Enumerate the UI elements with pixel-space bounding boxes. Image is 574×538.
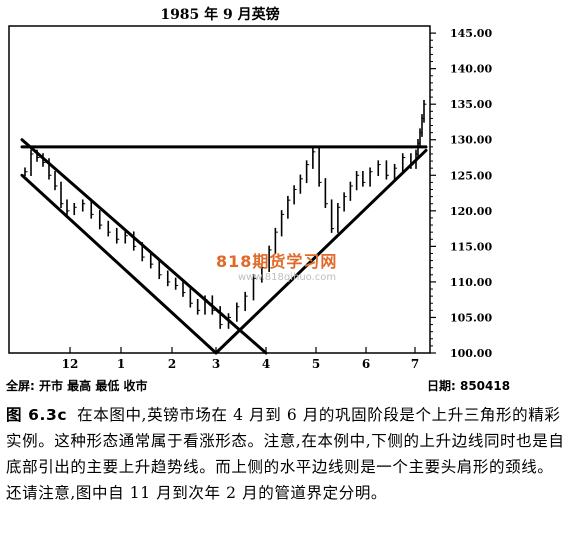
x-tick-label: 7	[411, 357, 419, 371]
x-tick-label: 3	[212, 357, 220, 371]
x-tick-label: 5	[312, 357, 320, 371]
x-tick-label: 12	[62, 357, 79, 371]
trendline-channel-upper	[20, 138, 268, 355]
watermark: 818期货学习网 www.818qihuo.com	[216, 248, 337, 283]
y-tick-label: 130.00	[450, 134, 492, 147]
y-tick-label: 115.00	[450, 240, 492, 253]
footer-date: 日期: 850418	[427, 379, 511, 393]
y-tick-label: 145.00	[450, 27, 492, 40]
trendline-channel-lower	[20, 173, 218, 355]
y-tick-label: 125.00	[450, 169, 492, 182]
price-chart: 1985 年 9 月英镑 145.00140.00135.00130.00125…	[8, 6, 492, 371]
footer-legend: 全屏: 开市 最高 最低 收市	[6, 379, 148, 393]
x-tick-label: 1	[117, 357, 125, 371]
watermark-url: www.818qihuo.com	[238, 272, 337, 283]
y-tick-label: 140.00	[450, 63, 492, 76]
y-axis: 145.00 140.00 135.00 130.00 125.00 120.00 115.…	[430, 27, 492, 360]
caption-text: 在本图中,英镑市场在 4 月到 6 月的巩固阶段是个上升三角形的精彩实例。这种形…	[6, 406, 565, 502]
watermark-title: 818期货学习网	[216, 252, 338, 271]
x-tick-label: 6	[362, 357, 370, 371]
y-tick-label: 100.00	[450, 347, 492, 360]
x-tick-label: 2	[168, 357, 176, 371]
trendlines	[20, 138, 428, 355]
y-tick-label: 135.00	[450, 98, 492, 111]
y-tick-label: 105.00	[450, 311, 492, 324]
x-axis: 12 1 2 3 4 5 6 7	[62, 347, 419, 371]
figure-caption: 图 6.3c 在本图中,英镑市场在 4 月到 6 月的巩固阶段是个上升三角形的精彩…	[6, 402, 568, 506]
plot-frame	[8, 25, 431, 354]
x-tick-label: 4	[262, 357, 270, 371]
trendline-rising-trendline	[214, 148, 428, 355]
y-tick-label: 120.00	[450, 205, 492, 218]
price-bars	[24, 99, 427, 329]
figure-label: 图 6.3c	[6, 406, 68, 424]
y-tick-label: 110.00	[450, 276, 492, 289]
chart-title: 1985 年 9 月英镑	[160, 6, 279, 23]
